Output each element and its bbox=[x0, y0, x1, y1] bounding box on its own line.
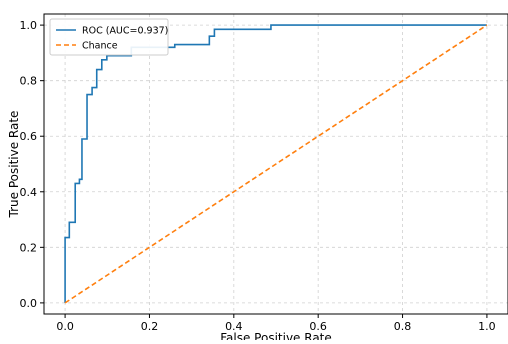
y-tick-label: 1.0 bbox=[20, 19, 38, 32]
legend-label: Chance bbox=[82, 41, 118, 52]
series-line-chance bbox=[64, 24, 488, 304]
y-tick-label: 0.2 bbox=[20, 241, 38, 254]
x-tick-label: 0.4 bbox=[225, 320, 243, 333]
legend-label: ROC (AUC=0.937) bbox=[82, 26, 168, 37]
y-axis-label: True Positive Rate bbox=[7, 111, 21, 219]
y-tick-label: 0.6 bbox=[20, 130, 38, 143]
x-tick-label: 1.0 bbox=[478, 320, 496, 333]
x-tick-label: 0.2 bbox=[141, 320, 159, 333]
y-tick-label: 0.4 bbox=[20, 186, 38, 199]
x-tick-label: 0.8 bbox=[394, 320, 412, 333]
series-line-roc bbox=[64, 24, 487, 303]
x-tick-label: 0.0 bbox=[56, 320, 74, 333]
y-tick-label: 0.8 bbox=[20, 75, 38, 88]
series-group bbox=[64, 24, 488, 304]
x-tick-label: 0.6 bbox=[309, 320, 327, 333]
plot-frame bbox=[43, 13, 508, 315]
legend: ROC (AUC=0.937) Chance bbox=[49, 18, 169, 56]
legend-box bbox=[49, 18, 169, 56]
axis-ticks: 0.0 0.2 0.4 0.6 0.8 1.0 0.0 0.2 0.4 0.6 0.8 1.0 bbox=[20, 19, 496, 333]
x-axis-label: False Positive Rate bbox=[220, 331, 332, 340]
y-tick-label: 0.0 bbox=[20, 297, 38, 310]
